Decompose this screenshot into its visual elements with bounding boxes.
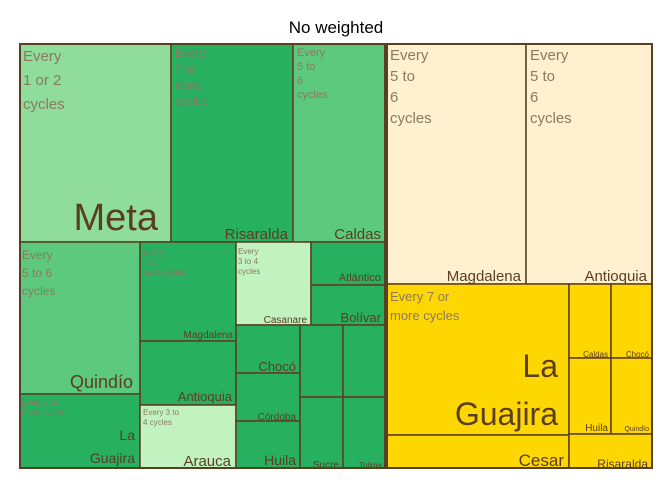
cell-label-risaralda: Risaralda	[225, 226, 289, 243]
cell-label-laguajira-right: La Guajira	[455, 348, 558, 432]
cell-laguajira-right	[386, 283, 570, 436]
cell-label-casanare: Casanare	[264, 315, 308, 326]
cell-label-antioquia-left: Antioquia	[178, 389, 233, 404]
chart-title: No weighted	[289, 18, 384, 37]
cell-huila-left	[235, 420, 301, 469]
cell-quindio	[19, 241, 141, 395]
cell-label-caldas-right: Caldas	[583, 350, 608, 359]
group-label: Every 3 to 4 cycles	[238, 247, 260, 276]
treemap-cells: Every 1 or 2 cycles Meta Every 7 or more cycles…	[19, 43, 653, 471]
cell-bolivar	[310, 284, 386, 326]
cell-label-quindio-right: Quindío	[624, 426, 649, 433]
cell-antioquia-right	[525, 43, 653, 285]
cell-meta	[19, 43, 172, 243]
group-label: Every 5 to 6 cycles	[530, 47, 572, 127]
cell-arauca	[139, 404, 237, 469]
cell-label-antioquia-right: Antioquia	[584, 268, 647, 285]
cell-label-atlantico: Atlántico	[339, 272, 381, 284]
group-label: Every 3 to 4 cycles	[143, 408, 180, 427]
cell-label-arauca: Arauca	[183, 453, 231, 470]
cell-label-huila-left: Huila	[264, 452, 296, 468]
region-right-outline	[386, 43, 653, 469]
group-label: Every 7 or more cycles	[390, 289, 460, 323]
cell-label-laguajira-left: La Guajira	[90, 427, 135, 466]
cell-magdalena-left	[139, 241, 237, 342]
region-left-outline	[19, 43, 386, 469]
cell-label-magdalena-right: Magdalena	[447, 268, 522, 285]
cell-label-magdalena-left: Magdalena	[184, 330, 234, 341]
group-label: Every 5 to 6 cycles	[22, 248, 55, 298]
group-label: Every 1 or 2 cycles	[23, 48, 65, 113]
cell-magdalena-right	[386, 43, 527, 285]
cell-label-meta: Meta	[74, 197, 159, 239]
cell-laguajira-left	[19, 393, 141, 469]
cell-label-caldas: Caldas	[334, 226, 381, 243]
cell-antioquia-left	[139, 340, 237, 406]
cell-label-cordoba: Córdoba	[258, 412, 297, 423]
cell-label-choco-right: Chocó	[626, 350, 650, 359]
group-label: Every 7 or more cycles	[22, 398, 65, 417]
cell-label-huila-right: Huila	[585, 423, 608, 434]
cell-risaralda	[170, 43, 294, 243]
cell-caldas	[292, 43, 386, 243]
group-label: Every 5 to 6 cycles	[297, 47, 328, 101]
cell-caldas-right	[568, 283, 612, 359]
group-label: Every 7 or more cycles	[143, 248, 186, 277]
cell-label-tolima: Tolima	[359, 461, 383, 470]
group-label: Every 5 to 6 cycles	[390, 47, 432, 127]
cell-extra-b	[342, 324, 386, 398]
cell-choco-right	[610, 283, 653, 359]
cell-choco-left	[235, 324, 301, 374]
cell-quindio-right	[610, 357, 653, 435]
cell-label-cesar: Cesar	[519, 451, 565, 470]
group-label: Every 7 or more cycles	[175, 46, 208, 108]
cell-label-quindio: Quindío	[70, 372, 133, 392]
cell-extra-a	[299, 324, 344, 398]
cell-label-choco-left: Chocó	[258, 359, 296, 374]
cell-tolima	[342, 396, 386, 469]
cell-label-sucre: Sucre	[313, 460, 340, 471]
cell-sucre	[299, 396, 344, 469]
cell-label-bolivar: Bolívar	[341, 310, 382, 325]
